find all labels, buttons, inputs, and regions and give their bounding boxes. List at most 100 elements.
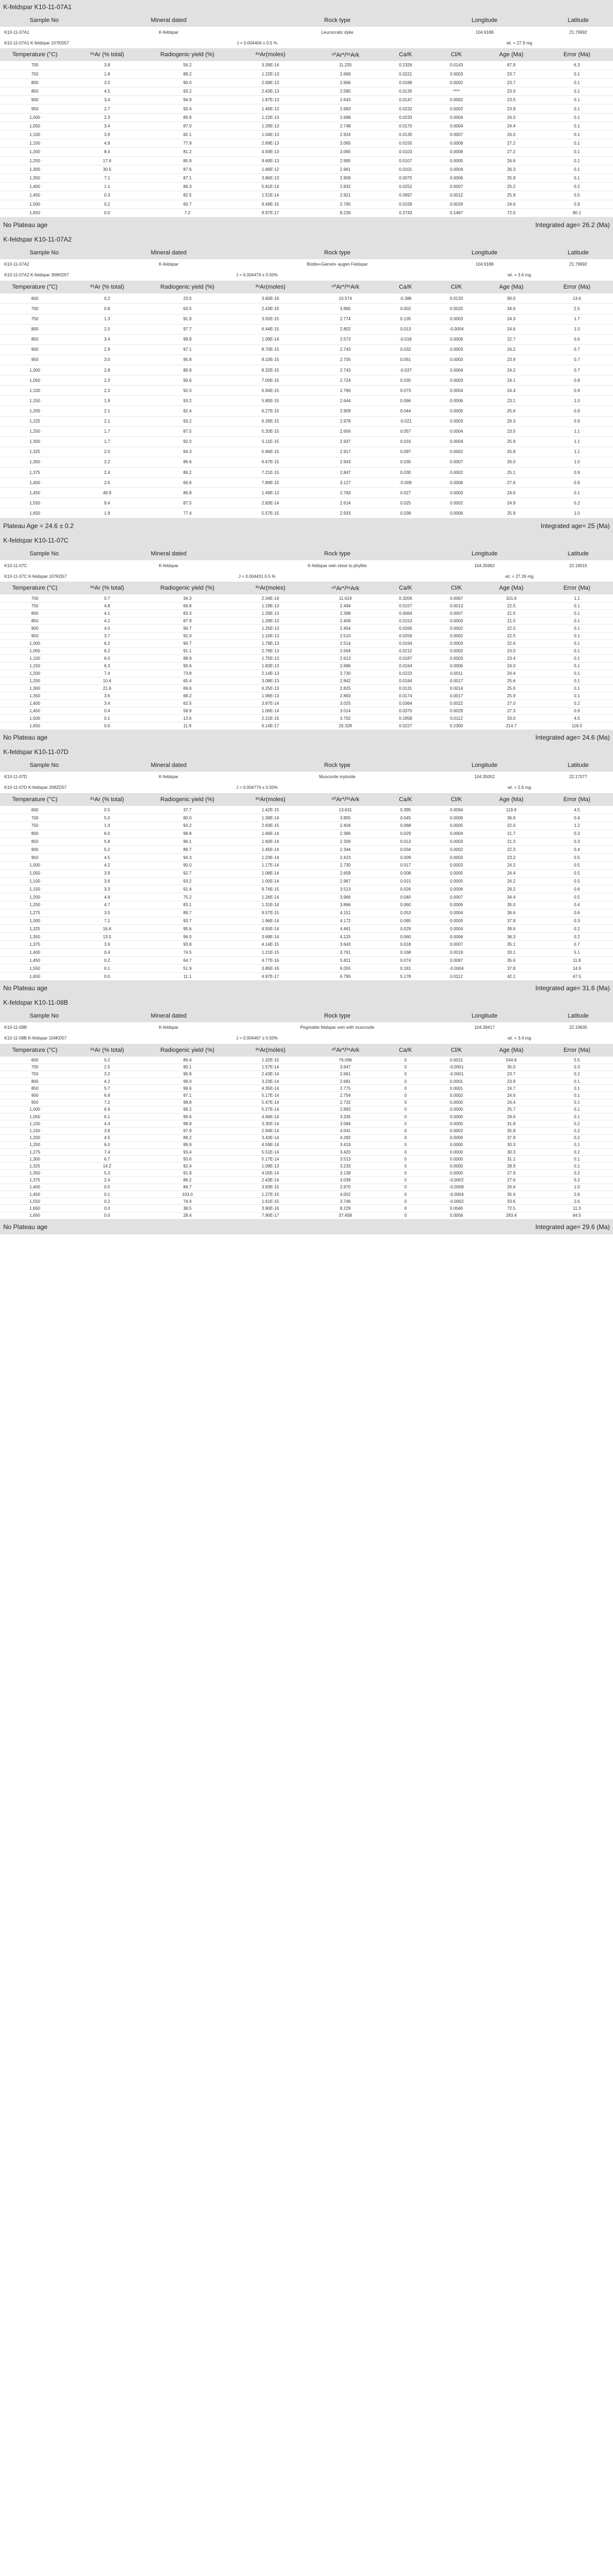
table-cell: 0.034: [380, 845, 431, 854]
table-cell: 16.6: [70, 924, 145, 933]
table-cell: 2.5: [70, 1064, 145, 1071]
table-cell: 4.1: [70, 617, 145, 625]
table-row: 1,400 1.1 86.3 5.81E-14 2.832 0.0252 0.0007 25.…: [0, 182, 613, 192]
table-cell: 101.6: [482, 594, 541, 602]
table-cell: 1.08E-14: [230, 869, 311, 878]
table-cell: 23.0: [482, 647, 541, 655]
table-cell: 1.87E-13: [230, 95, 311, 105]
table-cell: 1,500: [0, 714, 70, 722]
table-cell: 62.5: [145, 699, 230, 707]
table-cell: 2.933: [311, 508, 380, 519]
table-cell: 3.025: [311, 699, 380, 707]
table-cell: 4.59E-14: [230, 1141, 311, 1149]
table-cell: 0.5: [541, 861, 613, 870]
table-cell: 3.746: [311, 1197, 380, 1206]
table-cell: 0.0002: [431, 845, 482, 854]
table-cell: 24.0: [482, 662, 541, 670]
table-cell: 2.825: [311, 684, 380, 692]
info-cell: K-feldspar: [158, 1025, 179, 1030]
table-cell: 0.068: [380, 822, 431, 830]
table-cell: 2.510: [311, 632, 380, 640]
sample-info-table: Sample No Mineral dated Rock type Longitude…: [0, 14, 613, 48]
table-cell: 63.5: [145, 303, 230, 314]
table-cell: 0.057: [380, 426, 431, 437]
table-cell: 21.5: [482, 609, 541, 617]
table-cell: 0.1: [541, 113, 613, 122]
table-cell: 7.2: [70, 1099, 145, 1106]
column-header: Temperature (°C): [0, 582, 70, 595]
table-cell: 1,100: [0, 1120, 70, 1128]
table-cell: 1.0: [541, 324, 613, 335]
table-cell: 28.4: [145, 1212, 230, 1219]
table-cell: 69.6: [145, 684, 230, 692]
table-cell: 11.1: [145, 972, 230, 981]
table-row: 1,500 0.1 13.6 2.21E-15 3.702 0.1958 0.0112 33.…: [0, 714, 613, 722]
table-cell: 0.5: [70, 1184, 145, 1192]
info-cell: J = 0.004431 0.5 %: [238, 574, 276, 579]
table-cell: 3.127: [311, 477, 380, 488]
table-cell: 3.4: [70, 95, 145, 105]
table-cell: 0.9: [541, 200, 613, 209]
table-cell: 1.9: [70, 395, 145, 406]
table-cell: 7.1: [70, 174, 145, 183]
table-cell: 0: [380, 1099, 431, 1106]
table-cell: 4.151: [311, 909, 380, 917]
table-row: 1,450 0.4 58.9 1.06E-14 3.014 0.0370 0.0029 27.…: [0, 707, 613, 715]
table-cell: 38.5: [145, 1204, 230, 1212]
table-cell: 6.0: [70, 1141, 145, 1149]
table-row: 1,000 4.2 90.0 1.17E-14 2.730 0.017 0.0003 24.2…: [0, 861, 613, 870]
table-cell: 81.2: [145, 147, 230, 157]
table-cell: 0.2: [70, 956, 145, 965]
column-header: ³⁹Ar(moles): [230, 48, 311, 61]
table-cell: 1,375: [0, 467, 70, 478]
table-cell: 900: [0, 845, 70, 854]
table-cell: 5.20E-15: [230, 426, 311, 437]
table-cell: 24.2: [482, 861, 541, 870]
table-cell: -0.0004: [431, 964, 482, 973]
table-cell: 4.6: [70, 893, 145, 901]
info-header: Sample No: [0, 758, 88, 772]
table-cell: 0.1: [541, 1162, 613, 1170]
table-row: 1,150 4.9 77.9 2.69E-13 3.065 0.0155 0.0009 27.…: [0, 139, 613, 148]
sample-info-table: Sample No Mineral dated Rock type Longitude…: [0, 246, 613, 281]
table-cell: 66.6: [145, 477, 230, 488]
table-cell: 0.1: [541, 1141, 613, 1149]
table-cell: 28.9: [482, 1162, 541, 1170]
table-cell: 2.847: [311, 467, 380, 478]
table-row: 750 1.8 89.2 1.22E-13 2.669 0.0221 0.0003 23.7 0…: [0, 70, 613, 79]
table-row: 1,325 14.2 92.4 1.09E-13 3.233 0 0.0000 28.9 0.1: [0, 1162, 613, 1170]
table-cell: 11.3: [541, 1204, 613, 1212]
table-cell: 26.6: [482, 1184, 541, 1192]
table-cell: 0.0022: [431, 699, 482, 707]
table-row: 1,450 0.2 64.7 4.77E-16 5.811 0.074 0.0087 35.6…: [0, 956, 613, 965]
table-cell: 72.5: [482, 1204, 541, 1212]
table-cell: 1.28E-13: [230, 617, 311, 625]
table-cell: 3.60E-16: [230, 293, 311, 304]
table-row: 750 1.0 93.2 2.93E-15 2.404 0.068 0.0005 22.0 1.…: [0, 822, 613, 830]
column-header: Ca/K: [380, 1043, 431, 1057]
table-cell: 69.8: [145, 602, 230, 610]
table-cell: 0.6: [541, 334, 613, 345]
table-cell: 90.6: [145, 375, 230, 386]
integrated-age: Integrated age= 26.2 (Ma): [535, 221, 610, 229]
column-header: ³⁹Ar (% total): [70, 793, 145, 806]
table-cell: 3.9: [70, 130, 145, 140]
plateau-age: No Plateau age: [3, 1223, 48, 1231]
table-cell: 0: [380, 1212, 431, 1219]
table-cell: 30.3: [482, 1141, 541, 1149]
table-row: 1,400 2.6 66.6 7.89E-15 3.127 -0.009 0.0006 27.…: [0, 477, 613, 488]
table-row: 700 2.5 90.1 1.57E-14 3.947 0 -0.0001 35.0 0.3: [0, 1064, 613, 1071]
table-cell: 0.1: [541, 647, 613, 655]
table-cell: 3.584: [311, 1120, 380, 1128]
table-cell: 0.1: [541, 639, 613, 647]
table-cell: 1.61E-15: [230, 1197, 311, 1206]
table-cell: 2.1: [70, 405, 145, 417]
table-cell: 1.79E-13: [230, 639, 311, 647]
table-cell: 0: [380, 1155, 431, 1163]
table-cell: 58.9: [145, 707, 230, 715]
table-cell: 0.2: [541, 1127, 613, 1135]
table-cell: 0.038: [380, 508, 431, 519]
table-cell: -0.386: [380, 293, 431, 304]
table-cell: 6.26E-15: [230, 416, 311, 427]
